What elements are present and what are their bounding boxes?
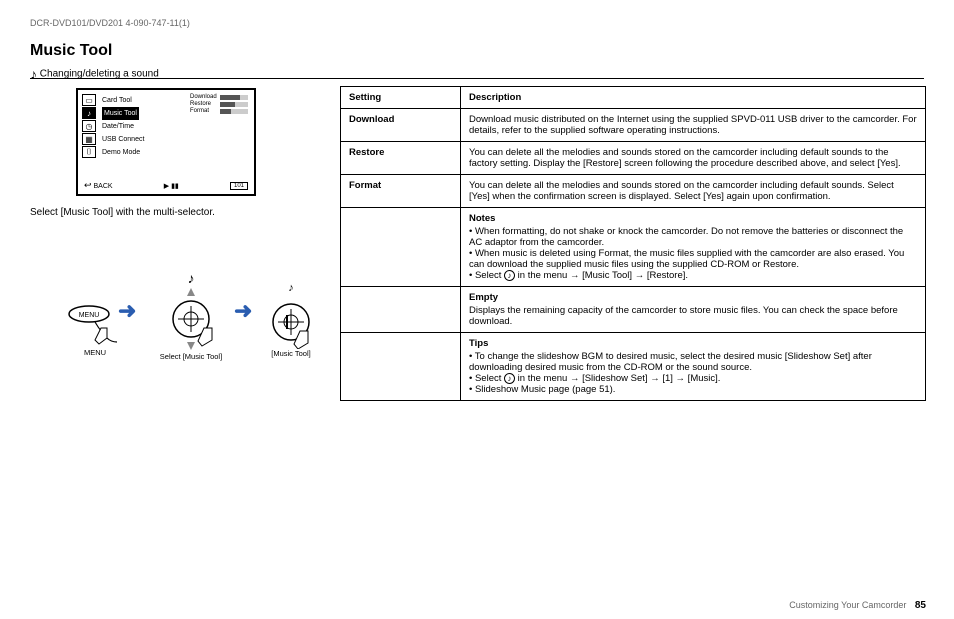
value-bars: DownloadRestoreFormat bbox=[190, 94, 248, 115]
back-label: BACK bbox=[94, 183, 113, 190]
th-description: Description bbox=[461, 87, 926, 109]
footer-section: Customizing Your Camcorder bbox=[789, 600, 906, 610]
memory-badge: 101 bbox=[230, 182, 248, 190]
music-note-icon: ♪ bbox=[30, 66, 37, 82]
settings-table: Setting Description DownloadDownload mus… bbox=[340, 86, 926, 401]
flow-step-3: [Music Tool] bbox=[258, 349, 324, 358]
table-row: FormatYou can delete all the melodies an… bbox=[341, 175, 926, 208]
lcd-screen: ▭ ♪ ◷ ▦ ⌷ Card Tool Music Tool Date/Time… bbox=[76, 88, 256, 196]
arrow-right-icon: ➜ bbox=[234, 298, 252, 324]
value-bar: Download bbox=[190, 94, 248, 100]
setting-name bbox=[341, 287, 461, 333]
setting-desc: EmptyDisplays the remaining capacity of … bbox=[461, 287, 926, 333]
tab-db-icon: ▦ bbox=[82, 133, 96, 145]
value-bar: Restore bbox=[190, 101, 248, 107]
flow-step-2: Select [Music Tool] bbox=[150, 352, 232, 361]
back-icon: ↩ bbox=[84, 180, 92, 190]
table-row: RestoreYou can delete all the melodies a… bbox=[341, 142, 926, 175]
arrow-right-icon: ➜ bbox=[118, 298, 136, 324]
setting-name: Restore bbox=[341, 142, 461, 175]
table-row: EmptyDisplays the remaining capacity of … bbox=[341, 287, 926, 333]
page-number: 85 bbox=[915, 600, 926, 611]
page-title: Music Tool bbox=[30, 42, 320, 60]
play-pause-icon: ▶ ▮▮ bbox=[164, 182, 179, 190]
flow-step-1: MENU bbox=[60, 348, 130, 357]
setting-name: Format bbox=[341, 175, 461, 208]
setting-name bbox=[341, 333, 461, 401]
subtitle: ♪ Changing/deleting a sound bbox=[30, 66, 320, 82]
doc-header: DCR-DVD101/DVD201 4-090-747-11(1) bbox=[30, 18, 190, 28]
setting-desc: You can delete all the melodies and soun… bbox=[461, 175, 926, 208]
setting-desc: Download music distributed on the Intern… bbox=[461, 109, 926, 142]
setting-desc: Notes• When formatting, do not shake or … bbox=[461, 208, 926, 287]
music-note-icon: ♪ bbox=[258, 282, 324, 295]
tab-card-icon: ▭ bbox=[82, 94, 96, 106]
enter-selector-icon bbox=[264, 295, 318, 349]
svg-text:MENU: MENU bbox=[79, 312, 100, 319]
menu-button-icon: MENU bbox=[65, 304, 125, 348]
setting-desc: Tips• To change the slideshow BGM to des… bbox=[461, 333, 926, 401]
setting-name bbox=[341, 208, 461, 287]
th-setting: Setting bbox=[341, 87, 461, 109]
music-note-icon: ♪ bbox=[150, 270, 232, 287]
setting-name: Download bbox=[341, 109, 461, 142]
tab-music-icon: ♪ bbox=[82, 107, 96, 119]
value-bar: Format bbox=[190, 108, 248, 114]
setting-desc: You can delete all the melodies and soun… bbox=[461, 142, 926, 175]
multi-selector-icon bbox=[158, 286, 224, 352]
table-row: DownloadDownload music distributed on th… bbox=[341, 109, 926, 142]
table-row: Tips• To change the slideshow BGM to des… bbox=[341, 333, 926, 401]
tab-usb-icon: ⌷ bbox=[82, 146, 96, 158]
instruction-text: Select [Music Tool] with the multi-selec… bbox=[30, 206, 320, 220]
tab-clock-icon: ◷ bbox=[82, 120, 96, 132]
footer: Customizing Your Camcorder 85 bbox=[789, 600, 926, 611]
table-row: Notes• When formatting, do not shake or … bbox=[341, 208, 926, 287]
tab-labels: Card Tool Music Tool Date/Time USB Conne… bbox=[102, 94, 144, 159]
